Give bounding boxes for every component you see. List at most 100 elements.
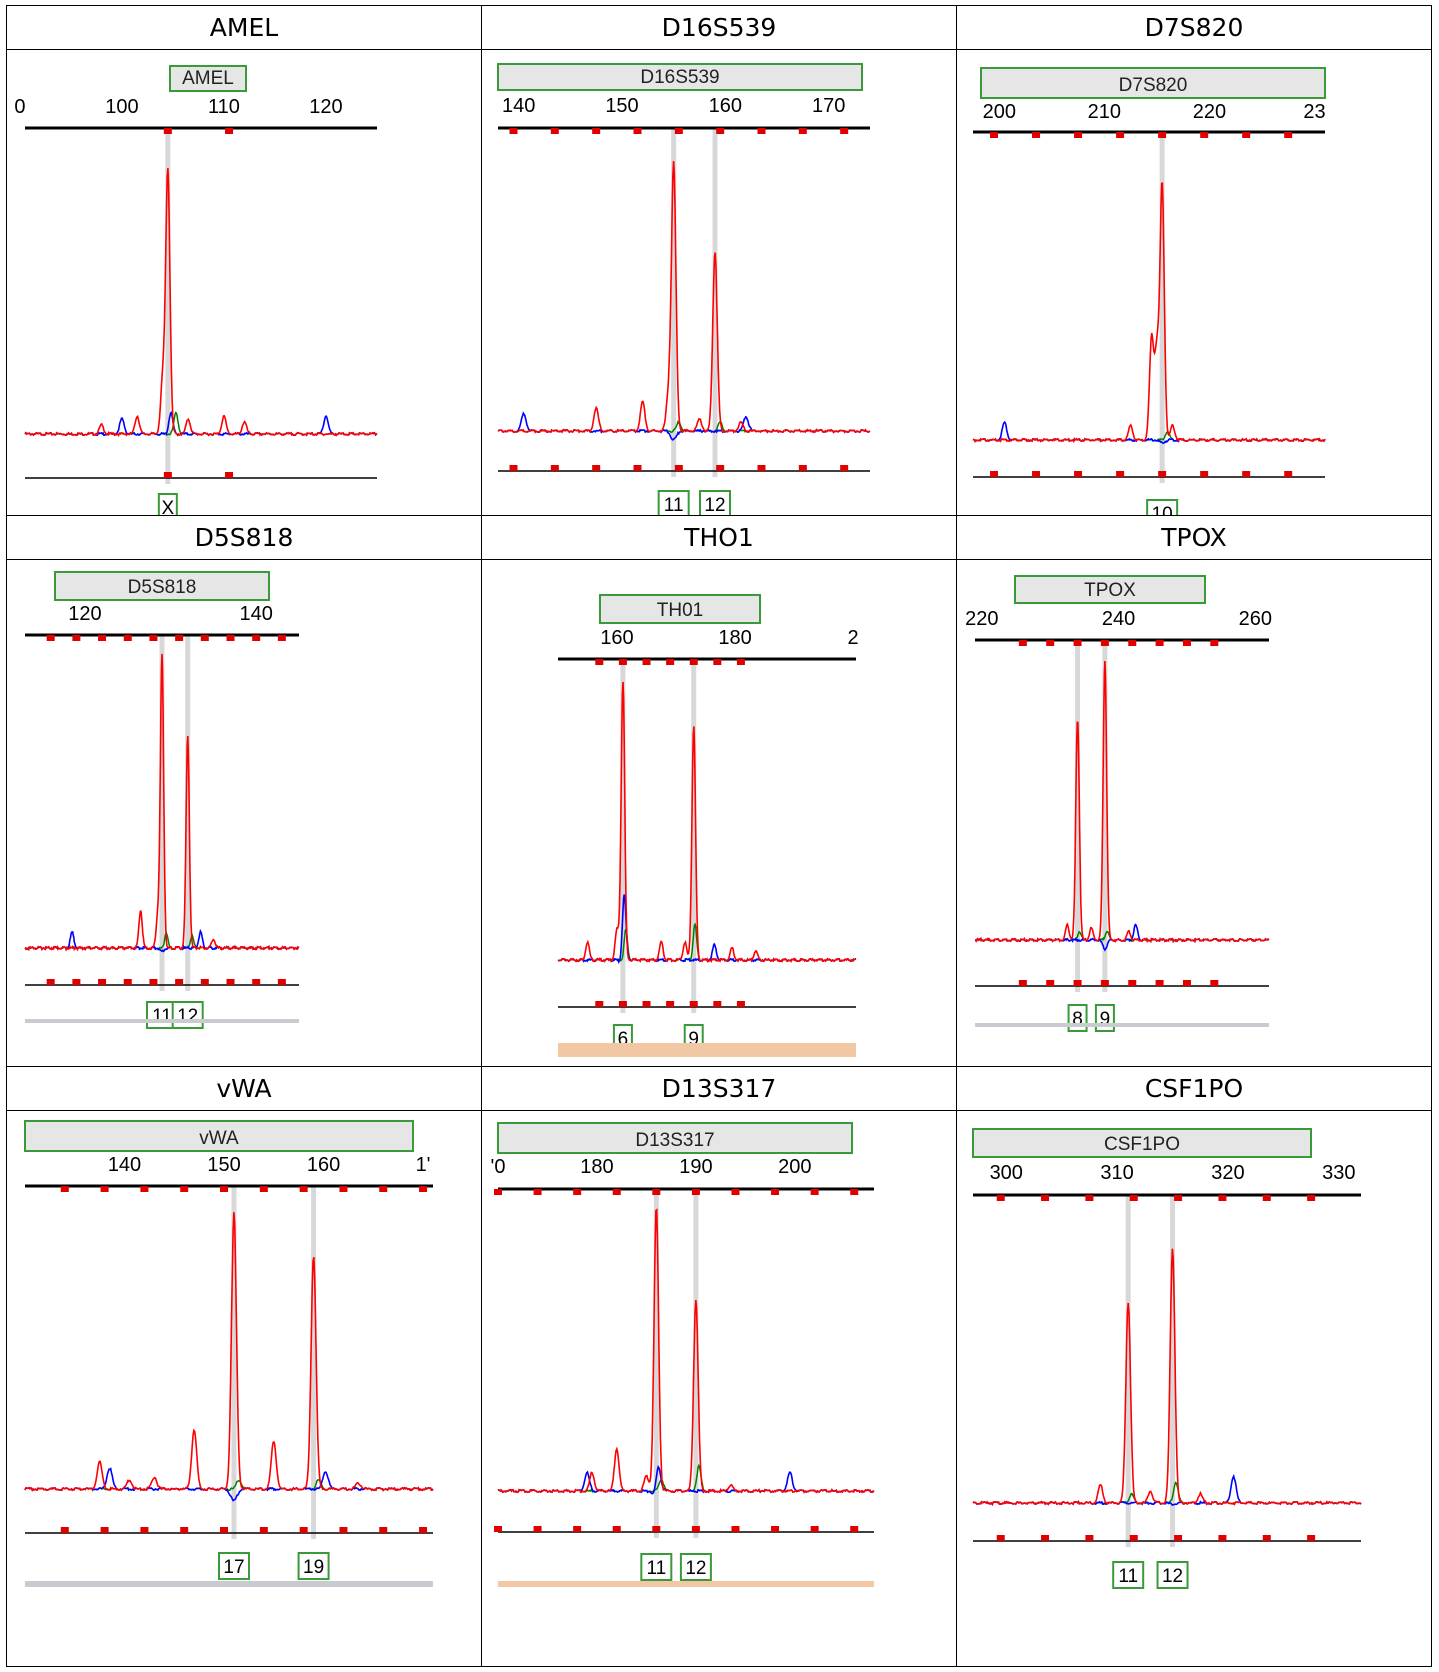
bin-marker-bottom [100, 1526, 109, 1533]
bin-marker-bottom [850, 1525, 859, 1532]
red-trace [497, 1207, 875, 1494]
green-trace [497, 1463, 875, 1494]
bin-marker-bottom [1158, 471, 1167, 478]
allele-call-box [679, 1552, 712, 1581]
bin-marker-bottom [494, 1525, 502, 1532]
x-tick-label: 140 [502, 95, 535, 117]
allele-call-label: X [161, 498, 174, 515]
bin-marker-bottom [771, 1525, 780, 1532]
bin-marker-bottom [592, 465, 601, 472]
header-vwa: vWA [6, 1065, 482, 1111]
bin-marker-top [140, 1185, 149, 1192]
x-tick-label: 200 [778, 1156, 811, 1178]
bin-marker-bottom [736, 1001, 745, 1008]
bin-marker-bottom [1129, 1534, 1138, 1541]
bin-marker-bottom [612, 1525, 621, 1532]
bin-marker-bottom [1284, 471, 1293, 478]
red-trace [972, 1248, 1362, 1506]
locus-box-label: D5S818 [128, 577, 197, 598]
bin-marker-bottom [123, 979, 132, 986]
bin-marker-bottom [252, 979, 261, 986]
blue-trace [24, 1466, 434, 1502]
x-tick-label: 160 [307, 1154, 340, 1176]
bin-marker-bottom [1242, 471, 1251, 478]
bin-marker-bottom [713, 1001, 722, 1008]
bin-marker-top [1158, 132, 1167, 139]
locus-box-label: D13S317 [635, 1130, 714, 1151]
x-tick-label: 330 [1322, 1162, 1355, 1184]
blue-trace [974, 923, 1270, 952]
allele-call-box [1146, 499, 1179, 515]
bin-marker-bottom [1100, 980, 1109, 987]
bin-marker-top [180, 1185, 189, 1192]
green-trace [557, 922, 857, 963]
blue-trace [497, 411, 871, 441]
bin-marker-bottom [1174, 1534, 1183, 1541]
bin-marker-bottom [1200, 471, 1209, 478]
x-tick-label: 220 [965, 608, 998, 630]
panel-bottom-bar [498, 1580, 874, 1587]
bin-marker-top [1200, 132, 1209, 139]
bin-marker-top [716, 128, 725, 135]
bin-marker-bottom [731, 1525, 740, 1532]
bin-marker-top [633, 128, 642, 135]
bin-marker-bottom [379, 1526, 388, 1533]
bin-marker-bottom [98, 979, 107, 986]
bin-marker-top [1174, 1194, 1183, 1201]
bin-marker-bottom [533, 1525, 542, 1532]
bin-marker-bottom [550, 465, 559, 472]
bin-marker-top [618, 659, 627, 666]
locus-box [24, 1119, 414, 1152]
allele-call-box [297, 1551, 330, 1580]
red-trace [972, 182, 1326, 443]
header-tho1: THO1 [481, 515, 957, 561]
bin-marker-top [691, 1188, 700, 1195]
bin-marker-top [1210, 640, 1219, 647]
bin-marker-top [220, 1185, 229, 1192]
x-tick-label: 140 [108, 1154, 141, 1176]
bin-marker-bottom [60, 1526, 69, 1533]
bin-marker-top [149, 635, 158, 642]
allele-call-label: 17 [223, 1557, 244, 1578]
bin-marker-top [123, 635, 132, 642]
bin-marker-bottom [666, 1001, 675, 1008]
allele-call-box [1156, 1560, 1189, 1589]
bin-marker-top [200, 635, 209, 642]
bin-marker-bottom [509, 465, 518, 472]
bin-marker-top [299, 1185, 308, 1192]
panel-vwa: vWA 140 150 160 1' 17 19 [6, 1109, 482, 1668]
bin-marker-top [533, 1188, 542, 1195]
bin-marker-bottom [1046, 980, 1055, 987]
bin-marker-bottom [652, 1525, 661, 1532]
bin-marker-top [163, 128, 172, 135]
bin-marker-top [46, 635, 55, 642]
x-tick-label: 2 [847, 627, 858, 649]
bin-marker-bottom [149, 979, 158, 986]
bin-marker-bottom [618, 1001, 627, 1008]
bin-marker-bottom [1128, 980, 1137, 987]
allele-call-label: 11 [152, 1006, 172, 1027]
panel-amel: AMEL 0 100 110 120 X [6, 49, 482, 517]
bin-marker-bottom [674, 465, 683, 472]
header-tpox: TPOX [956, 515, 1432, 561]
bin-marker-top [592, 128, 601, 135]
bin-marker-top [573, 1188, 582, 1195]
header-d7s820: D7S820 [956, 4, 1432, 51]
locus-box-label: CSF1PO [1104, 1134, 1180, 1155]
bin-marker-bottom [1018, 980, 1027, 987]
blue-trace [557, 894, 857, 965]
locus-box [169, 65, 247, 93]
header-d16s539: D16S539 [481, 4, 957, 51]
bin-marker-bottom [716, 465, 725, 472]
bin-marker-bottom [200, 979, 209, 986]
x-tick-label: '0 [491, 1156, 506, 1178]
x-tick-label: 240 [1102, 608, 1135, 630]
bin-marker-top [1242, 132, 1251, 139]
bin-marker-bottom [339, 1526, 348, 1533]
allele-call-label: 11 [664, 495, 684, 515]
bin-marker-top [550, 128, 559, 135]
bin-marker-bottom [72, 979, 81, 986]
bin-marker-bottom [180, 1526, 189, 1533]
bin-marker-top [996, 1194, 1005, 1201]
bin-marker-top [666, 659, 675, 666]
